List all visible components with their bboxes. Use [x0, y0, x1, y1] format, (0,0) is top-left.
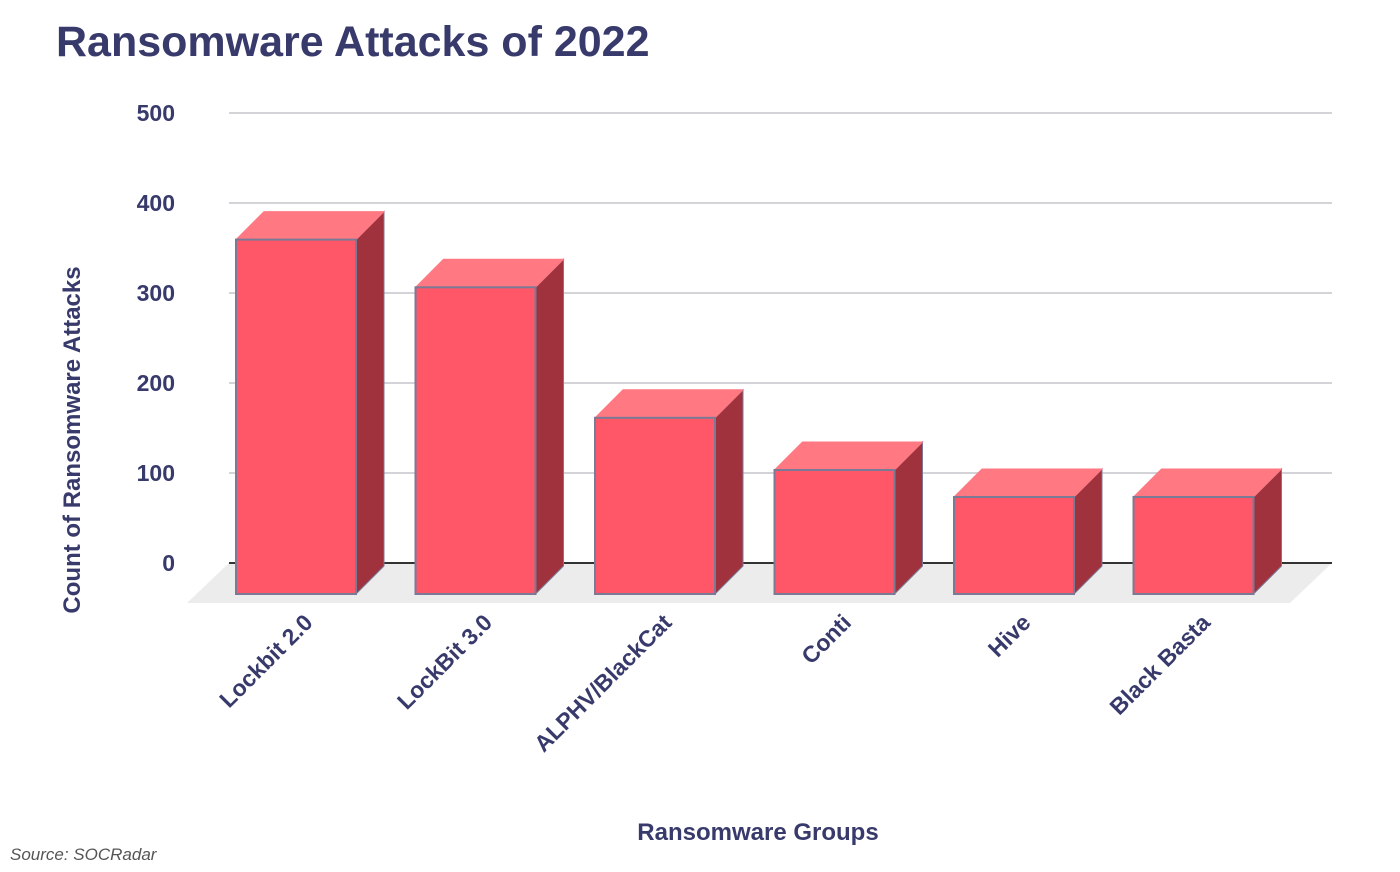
- y-tick-label: 100: [137, 460, 175, 486]
- bar-side: [535, 258, 564, 596]
- source-note: Source: SOCRadar: [10, 845, 158, 864]
- bar: [414, 258, 565, 596]
- x-axis-labels: Lockbit 2.0 LockBit 3.0 ALPHV/BlackCat Cont…: [214, 609, 1215, 757]
- bar-front: [414, 286, 537, 595]
- x-axis-label: Ransomware Groups: [637, 819, 878, 846]
- bar-front: [235, 238, 357, 595]
- bar: [952, 467, 1104, 596]
- y-tick-label: 300: [137, 280, 175, 306]
- x-tick-label: LockBit 3.0: [392, 609, 497, 714]
- y-axis-label: Count of Ransomware Attacks: [59, 266, 86, 613]
- y-tick-label: 0: [162, 550, 175, 576]
- y-axis-ticks: 0 100 200 300 400 500: [137, 100, 175, 576]
- bars: [234, 210, 1283, 596]
- y-tick-label: 200: [137, 370, 175, 396]
- x-tick-label: Hive: [983, 609, 1036, 662]
- bar-front: [953, 496, 1075, 595]
- bar: [234, 210, 386, 596]
- bar: [593, 388, 745, 596]
- bar-front: [773, 469, 896, 595]
- bar: [773, 440, 924, 596]
- x-tick-label: Conti: [796, 609, 856, 669]
- x-tick-label: Black Basta: [1104, 609, 1215, 720]
- bar-side: [714, 388, 744, 596]
- bar-side: [355, 210, 385, 596]
- x-tick-label: Lockbit 2.0: [214, 609, 317, 712]
- x-tick-label: ALPHV/BlackCat: [529, 609, 677, 757]
- chart-title: Ransomware Attacks of 2022: [56, 18, 650, 66]
- bar-front: [594, 416, 716, 595]
- y-tick-label: 500: [137, 100, 175, 126]
- bar-front: [1132, 496, 1255, 595]
- bar: [1132, 467, 1283, 596]
- y-tick-label: 400: [137, 190, 175, 216]
